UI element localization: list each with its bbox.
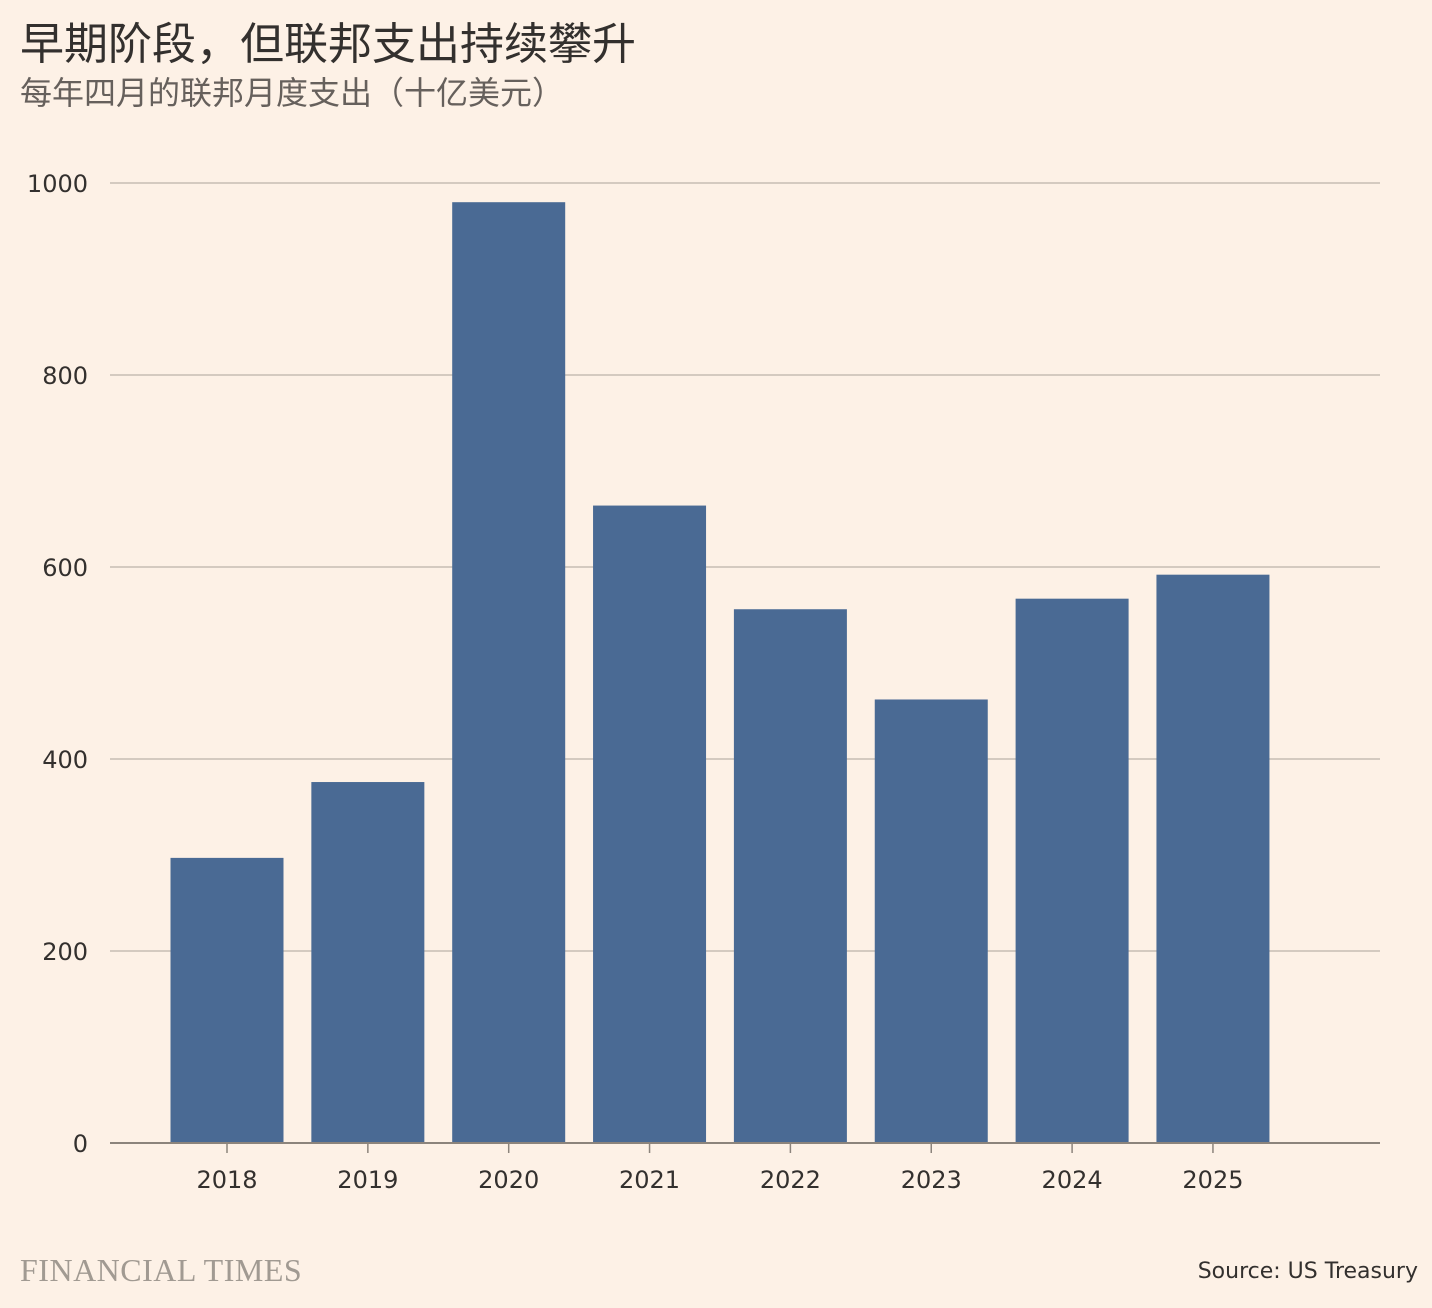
x-tick-label: 2023 xyxy=(901,1166,962,1194)
y-tick-label: 1000 xyxy=(27,170,88,198)
y-tick-label: 200 xyxy=(42,938,88,966)
y-tick-label: 0 xyxy=(73,1130,88,1158)
financial-times-logo: FINANCIAL TIMES xyxy=(20,1252,303,1288)
bar-2025 xyxy=(1156,574,1270,1143)
x-tick-label: 2022 xyxy=(760,1166,821,1194)
x-tick-label: 2020 xyxy=(478,1166,539,1194)
y-axis-tick-labels: 0 200 400 600 800 1000 xyxy=(27,170,88,1158)
bar-2024 xyxy=(1015,598,1129,1143)
chart-title: 早期阶段，但联邦支出持续攀升 xyxy=(20,19,636,70)
bar-2021 xyxy=(593,505,707,1143)
x-tick-label: 2025 xyxy=(1182,1166,1243,1194)
bars xyxy=(170,202,1270,1143)
chart-subtitle: 每年四月的联邦月度支出（十亿美元） xyxy=(20,74,565,112)
x-axis xyxy=(110,1142,1380,1153)
source-note: Source: US Treasury xyxy=(1197,1259,1418,1284)
bar-2023 xyxy=(874,699,988,1143)
x-tick-label: 2021 xyxy=(619,1166,680,1194)
y-tick-label: 800 xyxy=(42,362,88,390)
bar-2020 xyxy=(452,202,566,1143)
x-tick-label: 2024 xyxy=(1042,1166,1103,1194)
y-tick-label: 400 xyxy=(42,746,88,774)
x-tick-label: 2018 xyxy=(196,1166,257,1194)
bar-2018 xyxy=(170,857,284,1143)
bar-2019 xyxy=(311,782,425,1143)
x-tick-label: 2019 xyxy=(337,1166,398,1194)
y-tick-label: 600 xyxy=(42,554,88,582)
x-axis-tick-labels: 2018 2019 2020 2021 2022 2023 2024 2025 xyxy=(196,1166,1243,1194)
bar-2022 xyxy=(733,609,847,1143)
